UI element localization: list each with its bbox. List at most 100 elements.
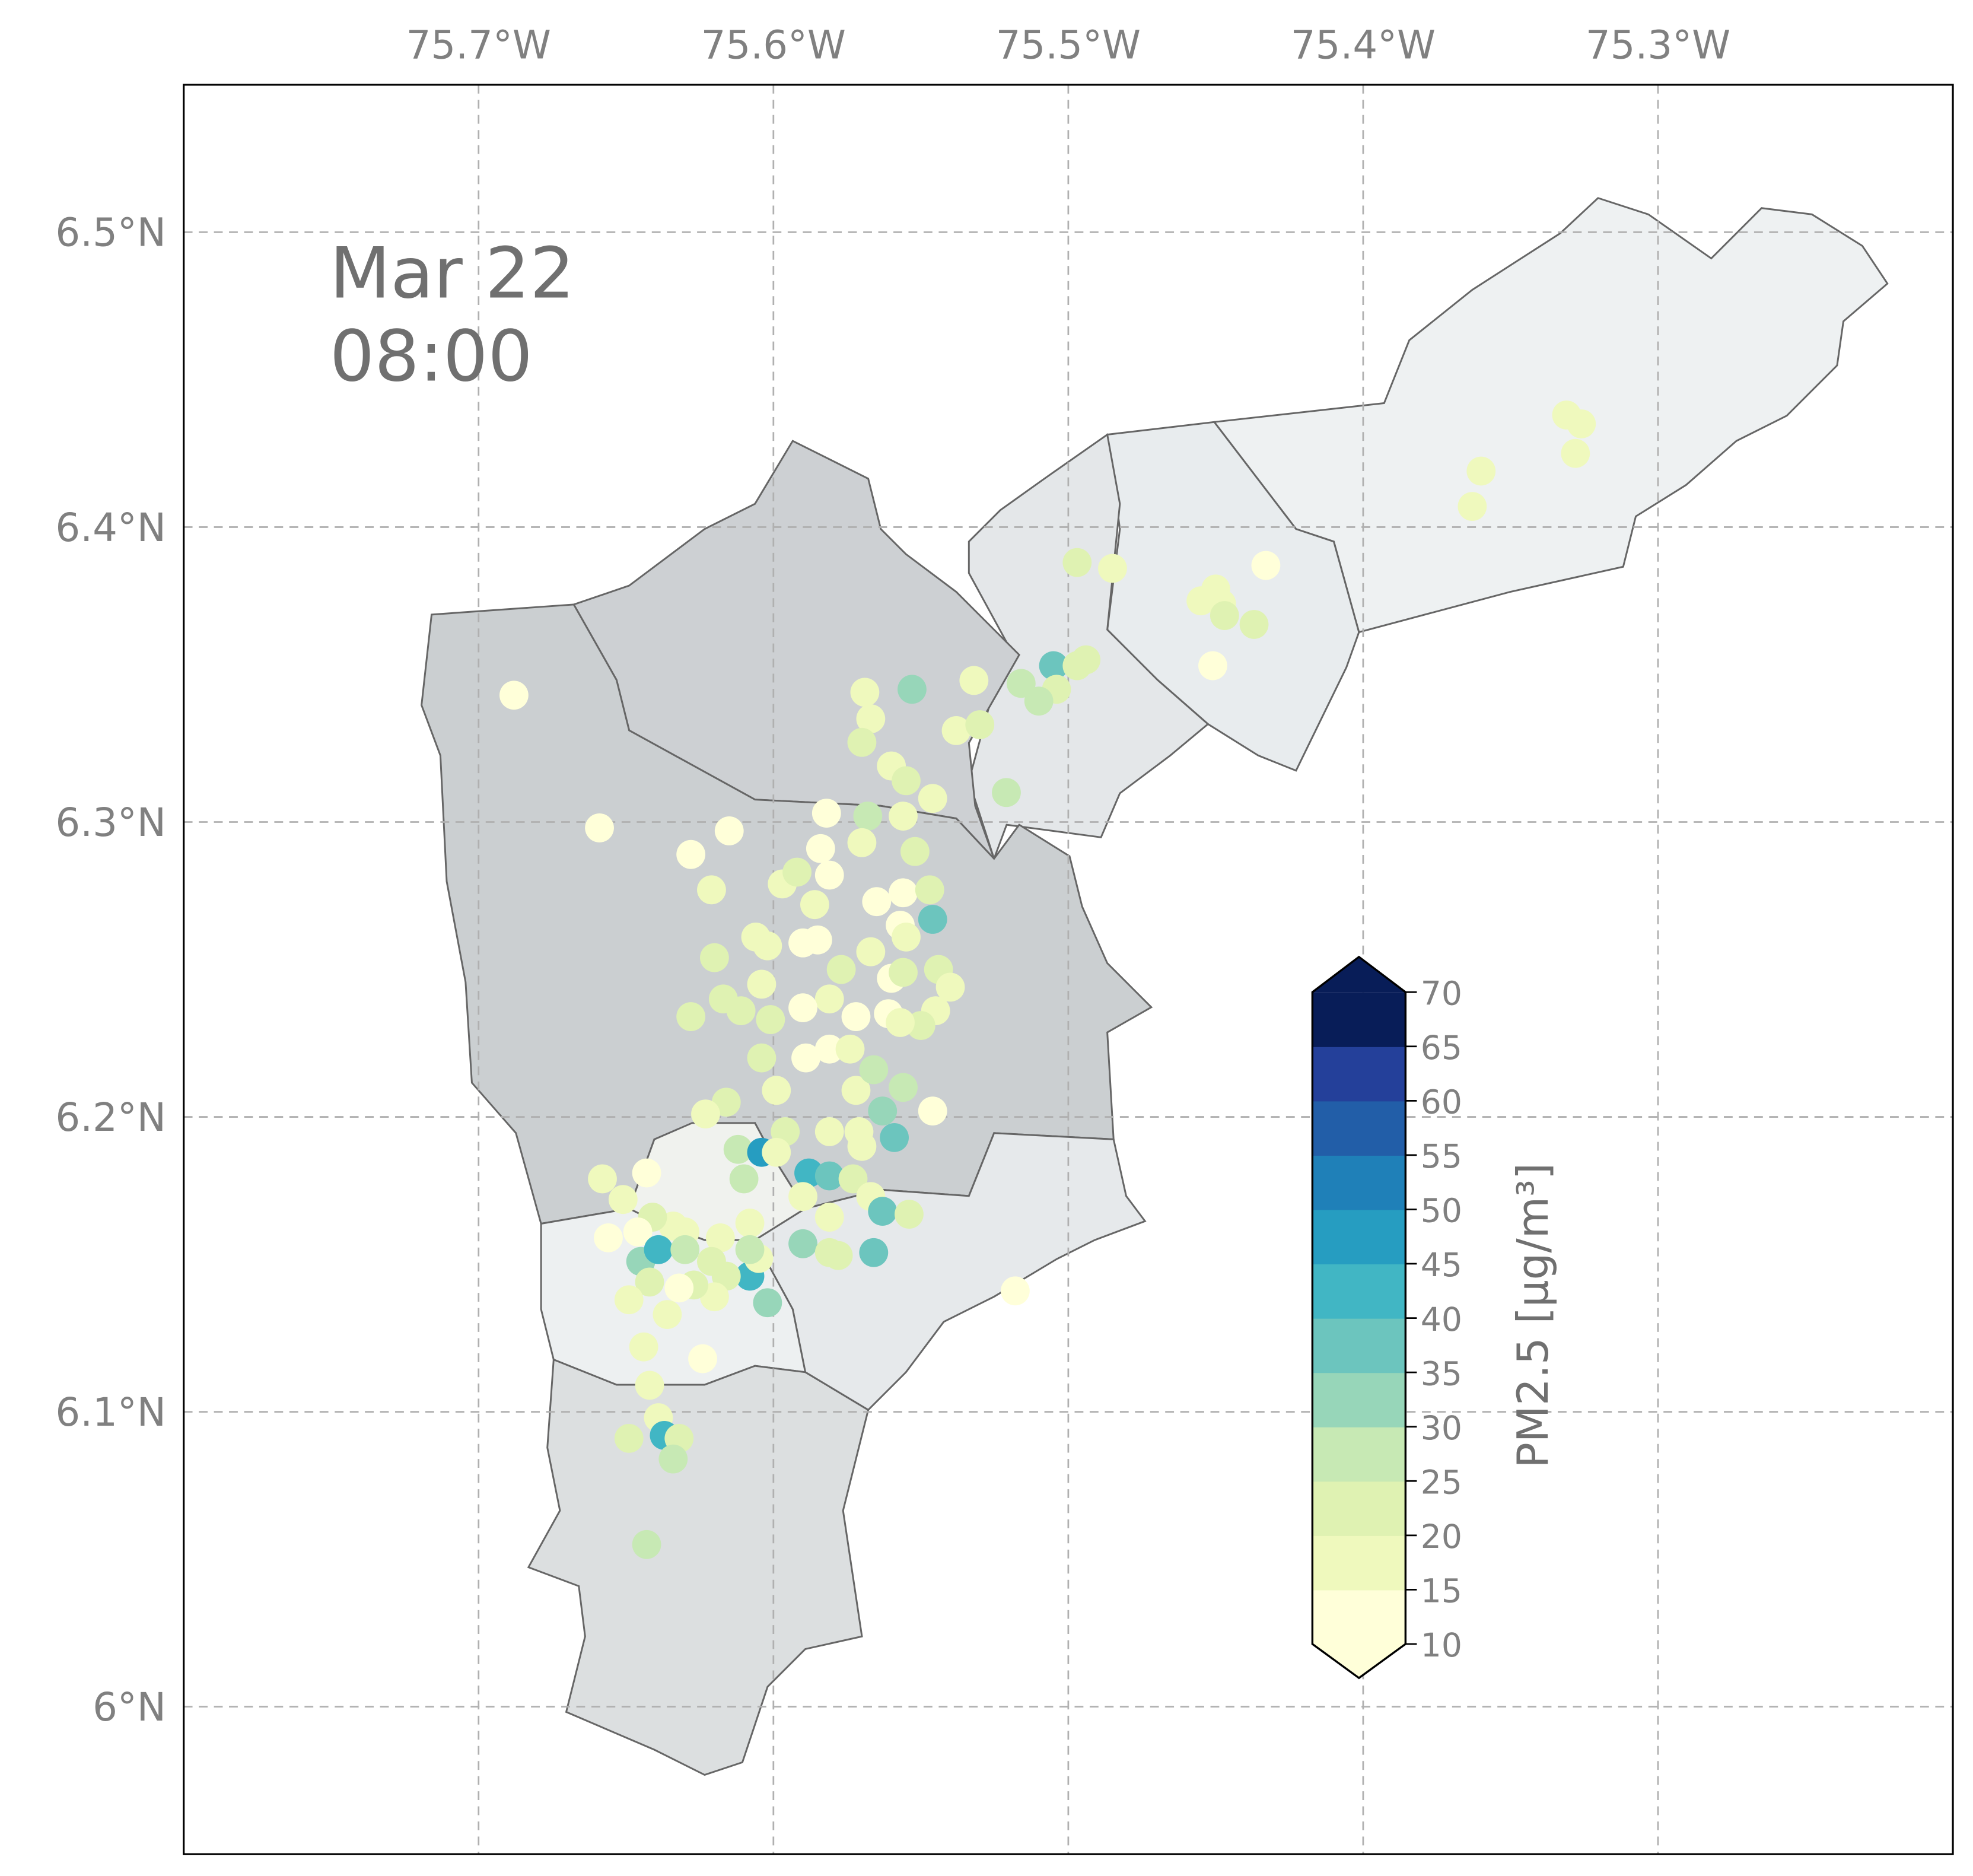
- station-point: [826, 955, 856, 984]
- station-point: [806, 834, 835, 863]
- colorbar-band: [1312, 1372, 1406, 1427]
- station-point: [1251, 551, 1281, 580]
- colorbar-over-extension: [1312, 956, 1406, 993]
- station-point: [853, 802, 883, 831]
- lon-tick-label: 75.4°W: [1291, 22, 1436, 68]
- lon-tick-label: 75.6°W: [701, 22, 846, 68]
- station-point: [868, 1096, 898, 1126]
- station-point: [653, 1300, 682, 1329]
- station-point: [898, 675, 927, 704]
- station-point: [708, 984, 738, 1014]
- station-point: [623, 1217, 653, 1247]
- station-point: [1024, 686, 1054, 716]
- region-south: [527, 1358, 870, 1776]
- colorbar-band: [1312, 1101, 1406, 1156]
- station-point: [814, 1203, 844, 1232]
- station-point: [868, 1197, 898, 1226]
- lat-tick-label: 6.1°N: [55, 1389, 166, 1435]
- station-point: [635, 1371, 664, 1400]
- longitude-tick-labels: 75.7°W 75.6°W 75.5°W 75.4°W 75.3°W: [406, 22, 1731, 68]
- station-point: [918, 784, 947, 813]
- station-point: [941, 716, 971, 745]
- colorbar-tick-label: 50: [1421, 1193, 1462, 1230]
- station-point: [691, 1099, 720, 1128]
- station-point: [664, 1273, 694, 1303]
- station-point: [782, 857, 812, 887]
- colorbar-tick-label: 60: [1421, 1084, 1462, 1122]
- station-point: [835, 1034, 865, 1064]
- station-point: [915, 875, 944, 905]
- station-point: [814, 1034, 844, 1064]
- station-point: [856, 704, 886, 733]
- station-point: [886, 1008, 915, 1037]
- lat-tick-label: 6.2°N: [55, 1095, 166, 1140]
- station-point: [658, 1444, 688, 1474]
- station-point: [889, 878, 918, 908]
- latitude-tick-labels: 6.5°N 6.4°N 6.3°N 6.2°N 6.1°N 6°N: [55, 210, 166, 1730]
- station-point: [841, 1076, 871, 1105]
- station-point: [688, 1344, 717, 1373]
- station-point: [788, 1229, 817, 1258]
- colorbar-band: [1312, 1535, 1406, 1591]
- station-point: [747, 1043, 777, 1073]
- station-point: [889, 958, 918, 987]
- station-point: [705, 1223, 735, 1252]
- station-point: [847, 828, 877, 857]
- station-point: [992, 778, 1021, 807]
- colorbar-band: [1312, 1209, 1406, 1265]
- station-point: [850, 678, 880, 707]
- station-point: [814, 1117, 844, 1146]
- station-points: [499, 400, 1596, 1559]
- station-point: [756, 1005, 785, 1034]
- colorbar-tick-label: 65: [1421, 1029, 1462, 1067]
- lat-tick-label: 6.3°N: [55, 800, 166, 845]
- date-label: Mar 22: [330, 233, 575, 314]
- station-point: [1098, 554, 1127, 583]
- station-point: [1210, 601, 1239, 630]
- colorbar-tick-label: 35: [1421, 1355, 1462, 1393]
- station-point: [1001, 1276, 1030, 1306]
- station-point: [608, 1185, 638, 1214]
- station-point: [762, 1137, 791, 1167]
- station-point: [918, 905, 947, 934]
- colorbar-band: [1312, 1589, 1406, 1645]
- colorbar-tick-label: 45: [1421, 1247, 1462, 1284]
- station-point: [753, 1288, 782, 1318]
- colorbar-band: [1312, 1481, 1406, 1536]
- colorbar-band: [1312, 1318, 1406, 1373]
- station-point: [635, 1267, 664, 1297]
- station-point: [838, 1164, 868, 1194]
- lon-tick-label: 75.5°W: [996, 22, 1141, 68]
- lat-tick-label: 6.4°N: [55, 505, 166, 551]
- station-point: [735, 1209, 765, 1238]
- station-point: [1062, 548, 1092, 577]
- colorbar-band: [1312, 1046, 1406, 1102]
- station-point: [814, 984, 844, 1014]
- map-frame: [183, 84, 1954, 1855]
- colorbar: 10 15 20 25 30 35 40 45 50 55 60 65 70: [1311, 955, 1462, 1680]
- station-point: [814, 860, 844, 890]
- colorbar-tick-label: 70: [1421, 975, 1462, 1013]
- station-point: [644, 1235, 673, 1264]
- lat-tick-label: 6°N: [93, 1684, 166, 1730]
- station-point: [632, 1158, 661, 1188]
- time-label: 08:00: [330, 316, 533, 398]
- station-point: [614, 1285, 644, 1315]
- station-point: [889, 1073, 918, 1102]
- station-point: [762, 1076, 791, 1105]
- station-point: [859, 1238, 889, 1267]
- colorbar-tick-label: 25: [1421, 1464, 1462, 1502]
- station-point: [629, 1332, 658, 1362]
- station-point: [714, 816, 744, 845]
- station-point: [735, 1235, 765, 1264]
- station-point: [880, 1123, 909, 1152]
- station-point: [670, 1235, 700, 1264]
- station-point: [1458, 492, 1487, 522]
- station-point: [895, 1200, 924, 1229]
- station-point: [747, 969, 777, 999]
- station-point: [1198, 651, 1227, 681]
- colorbar-band: [1312, 992, 1406, 1047]
- station-point: [823, 1241, 853, 1270]
- station-point: [918, 1096, 947, 1126]
